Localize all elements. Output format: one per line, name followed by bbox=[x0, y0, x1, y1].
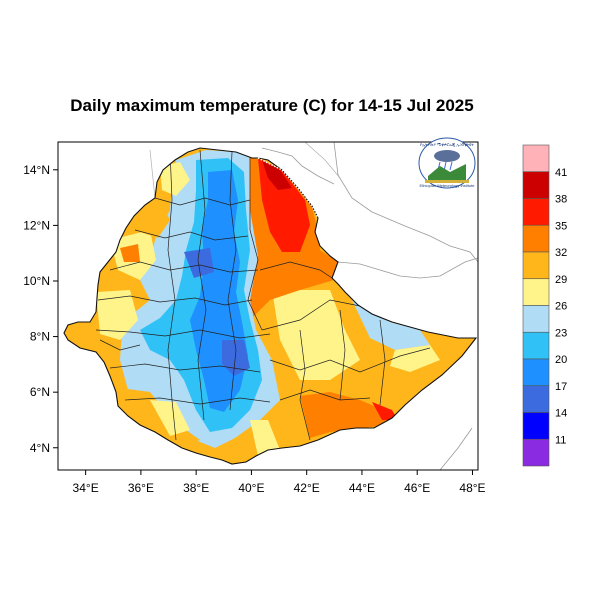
map-title: Daily maximum temperature (C) for 14-15 … bbox=[70, 96, 473, 115]
x-tick-label: 42°E bbox=[294, 481, 320, 495]
colorbar-swatch bbox=[522, 412, 550, 440]
field-highland-royal2 bbox=[184, 248, 214, 278]
colorbar-label: 14 bbox=[555, 408, 567, 420]
y-tick-label: 6°N bbox=[30, 385, 50, 399]
field-north-yellow bbox=[160, 162, 190, 196]
boundary-line bbox=[261, 299, 361, 331]
boundary-line bbox=[167, 149, 177, 441]
field-south-east-red bbox=[372, 402, 398, 420]
field-south-yellow bbox=[150, 400, 190, 436]
boundary-line bbox=[124, 397, 271, 405]
y-axis: 14°N 12°N 10°N 8°N 6°N 4°N bbox=[23, 163, 58, 455]
y-tick-label: 10°N bbox=[23, 274, 50, 288]
colorbar-swatch bbox=[522, 144, 550, 173]
boundary-line bbox=[247, 158, 263, 331]
colorbar-label: 23 bbox=[555, 327, 567, 339]
colorbar-swatch bbox=[522, 358, 550, 387]
sudan-border bbox=[149, 149, 156, 199]
yemen-coast bbox=[333, 141, 479, 263]
eritrea-border bbox=[257, 157, 319, 219]
field-afar-darkred bbox=[262, 160, 292, 190]
field-south-east-orange bbox=[300, 392, 392, 438]
boundary-line bbox=[259, 261, 339, 283]
boundary-line bbox=[299, 329, 311, 441]
boundary-line bbox=[134, 229, 249, 241]
colorbar-label: 26 bbox=[555, 301, 567, 313]
colorbar-label: 11 bbox=[555, 434, 566, 446]
boundary-line bbox=[339, 309, 346, 401]
y-tick-label: 12°N bbox=[23, 218, 50, 232]
colorbar-swatch bbox=[522, 251, 550, 280]
colorbar-swatch bbox=[522, 331, 550, 360]
boundary-line bbox=[279, 389, 371, 401]
field-west-yellow bbox=[96, 290, 138, 340]
colorbar-label: 35 bbox=[555, 220, 567, 232]
colorbar-label: 20 bbox=[555, 354, 567, 366]
x-axis: 34°E 36°E 38°E 40°E 42°E 44°E 46°E 48°E bbox=[73, 470, 486, 495]
field-borena-yellow bbox=[250, 420, 280, 456]
somaliland-coast bbox=[337, 257, 479, 279]
somalia-border bbox=[439, 427, 473, 471]
field-east-yellow2 bbox=[390, 345, 440, 372]
boundary-line bbox=[227, 151, 237, 411]
colorbar-swatch bbox=[522, 305, 550, 333]
map-plot-area: የኢትዮጵያ ሚቲዎሮሎጂ ኢንስቲትዩት Ethiopian Meteorol… bbox=[57, 137, 479, 471]
boundary-line bbox=[109, 261, 259, 273]
x-tick-label: 48°E bbox=[459, 481, 485, 495]
admin-boundaries bbox=[95, 149, 431, 441]
y-tick-label: 4°N bbox=[30, 441, 50, 455]
x-tick-label: 44°E bbox=[349, 481, 375, 495]
colorbar-swatch bbox=[522, 198, 550, 226]
x-tick-label: 38°E bbox=[183, 481, 209, 495]
boundary-line bbox=[99, 339, 141, 351]
colorbar-swatch bbox=[522, 385, 550, 413]
colorbar-swatch bbox=[522, 278, 550, 306]
y-tick-label: 8°N bbox=[30, 330, 50, 344]
x-tick-label: 36°E bbox=[128, 481, 154, 495]
colorbar-label: 41 bbox=[555, 167, 567, 179]
red-sea-coast bbox=[304, 141, 341, 179]
map-frame bbox=[57, 141, 479, 471]
colorbar-label: 17 bbox=[555, 381, 567, 393]
boundary-line bbox=[109, 363, 261, 373]
boundary-line bbox=[197, 149, 207, 421]
ethiopia-outline bbox=[63, 147, 478, 465]
x-tick-label: 34°E bbox=[73, 481, 99, 495]
colorbar-label: 29 bbox=[555, 274, 567, 286]
logo-text-top: የኢትዮጵያ ሚቲዎሮሎጂ ኢንስቲትዩት bbox=[420, 142, 474, 147]
boundary-line bbox=[379, 319, 386, 406]
y-tick-label: 14°N bbox=[23, 163, 50, 177]
field-north-orange bbox=[134, 200, 170, 238]
logo-ground bbox=[425, 180, 469, 183]
x-tick-label: 46°E bbox=[404, 481, 430, 495]
colorbar: 41 38 35 32 29 26 23 20 17 14 11 bbox=[522, 144, 567, 467]
logo-cloud-icon bbox=[434, 150, 460, 162]
emi-logo: የኢትዮጵያ ሚቲዎሮሎጂ ኢንስቲትዩት Ethiopian Meteorol… bbox=[418, 137, 476, 189]
logo-mountain-icon bbox=[428, 164, 466, 180]
boundary-line bbox=[97, 295, 253, 306]
colorbar-swatch bbox=[522, 224, 550, 253]
x-tick-label: 40°E bbox=[238, 481, 264, 495]
field-northwest-orange bbox=[120, 244, 140, 262]
colorbar-swatch bbox=[522, 171, 550, 199]
colorbar-label: 32 bbox=[555, 247, 567, 259]
boundary-line bbox=[95, 329, 271, 339]
boundary-line bbox=[269, 347, 431, 373]
colorbar-swatch bbox=[522, 438, 550, 467]
colorbar-label: 38 bbox=[555, 194, 567, 206]
logo-text-bottom: Ethiopian Meteorology Institute bbox=[420, 183, 476, 188]
field-east-yellow bbox=[272, 290, 360, 380]
eritrea-coast bbox=[261, 147, 335, 185]
